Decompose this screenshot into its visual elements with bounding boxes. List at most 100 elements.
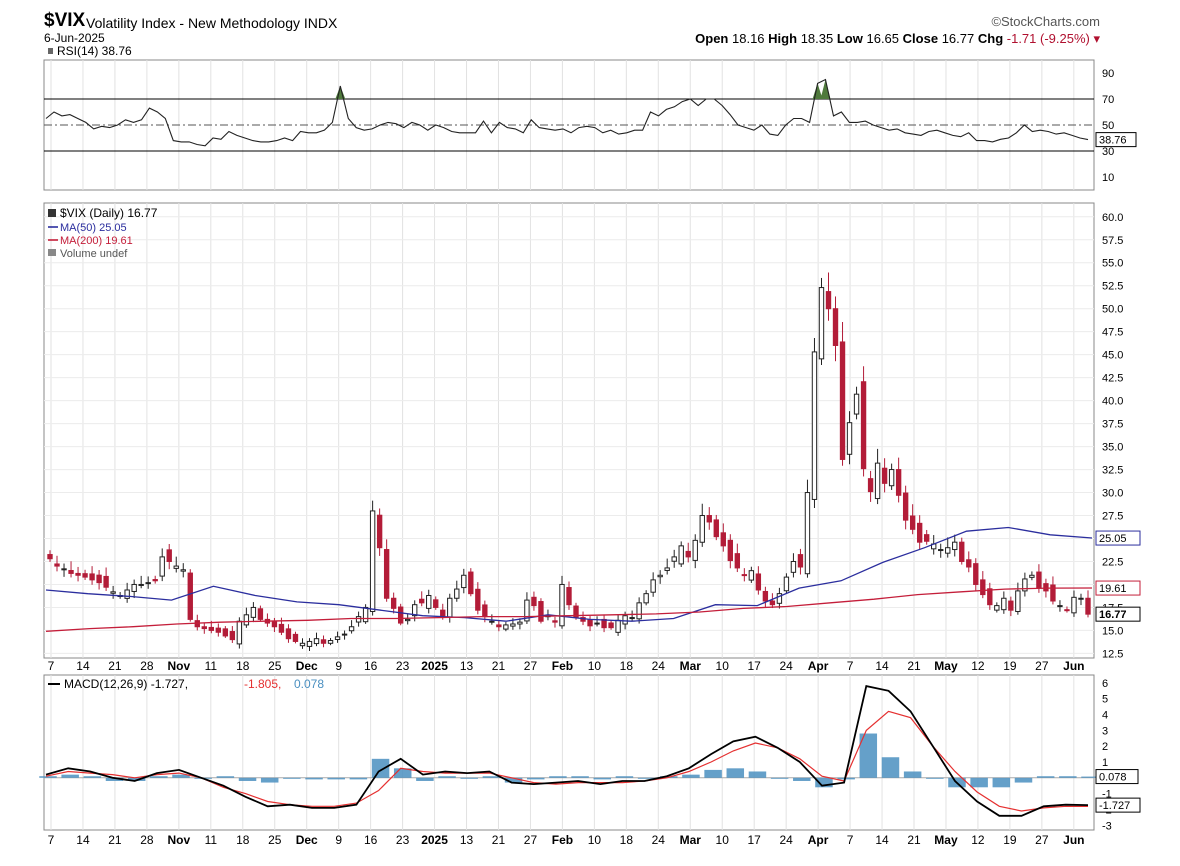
x-tick-label: 7 (48, 833, 55, 847)
price-y-tick: 45.0 (1102, 350, 1123, 362)
macd-histogram-bar (1036, 776, 1055, 778)
price-candle (615, 619, 621, 633)
price-candle (47, 554, 53, 560)
macd-histogram-bar (438, 776, 456, 778)
x-tick-label: 19 (1003, 833, 1017, 847)
macd-histogram-bar (793, 777, 811, 781)
macd-histogram-bar (305, 777, 323, 780)
x-tick-label: Dec (296, 659, 318, 673)
price-candle (131, 583, 137, 592)
open-value: 18.16 (732, 31, 765, 46)
x-tick-label: 13 (460, 833, 474, 847)
price-candle (643, 593, 649, 604)
price-candle (341, 633, 348, 636)
price-candle (201, 626, 207, 630)
rsi-last-box (1095, 132, 1137, 148)
price-candle (1064, 609, 1070, 612)
macd-last-box (1095, 797, 1141, 813)
price-candle (909, 515, 916, 530)
ma50-last-label-box (1095, 530, 1141, 546)
macd-y-tick: -1 (1102, 789, 1112, 801)
price-candle (636, 602, 642, 620)
price-candle (89, 573, 95, 581)
price-legend: $VIX (Daily) 16.77 (60, 206, 158, 220)
price-candle (369, 510, 376, 612)
x-tick-label: Jun (1063, 833, 1084, 847)
price-candle (475, 588, 481, 611)
macd-histogram-bar (105, 777, 124, 781)
x-tick-label: 10 (588, 659, 602, 673)
price-candle (860, 381, 867, 470)
macd-histogram-bar (260, 777, 279, 783)
x-tick-label: 2025 (421, 833, 448, 847)
price-candle (945, 547, 951, 554)
x-tick-label: 17 (748, 659, 762, 673)
price-candle (397, 606, 404, 624)
price-candle (895, 469, 902, 496)
x-tick-label: 27 (1035, 833, 1049, 847)
price-candle (846, 422, 853, 455)
x-tick-label: May (934, 659, 958, 673)
macd-signal-line (45, 710, 1089, 812)
macd-histogram-bar (992, 777, 1011, 788)
macd-y-tick: 1 (1102, 757, 1108, 769)
price-candle (1057, 605, 1063, 608)
price-candle (1050, 584, 1056, 602)
price-candle (96, 574, 102, 584)
x-tick-label: 18 (236, 659, 250, 673)
macd-histogram-bar (61, 774, 79, 778)
price-candle (867, 478, 874, 493)
x-tick-label: 21 (108, 833, 122, 847)
price-candle (229, 631, 236, 641)
rsi-line (45, 78, 1089, 147)
macd-histogram-bar (83, 776, 102, 778)
price-candle (594, 622, 600, 625)
x-tick-label: 18 (236, 833, 250, 847)
macd-histogram-bar (926, 777, 944, 779)
macd-histogram-bar (482, 776, 501, 778)
price-candle (306, 640, 313, 647)
price-candle (468, 571, 474, 595)
macd-histogram-bar (704, 769, 722, 778)
price-candle (1029, 574, 1035, 578)
price-candle (180, 569, 186, 572)
price-candle (657, 574, 663, 578)
macd-histogram-bar (526, 777, 545, 780)
price-candle (776, 593, 783, 604)
price-y-tick: 52.5 (1102, 281, 1123, 293)
ma50-last-label: 25.05 (1099, 533, 1127, 545)
macd-y-tick: 3 (1102, 725, 1108, 737)
x-tick-label: Jun (1063, 659, 1084, 673)
x-tick-label: 9 (335, 659, 342, 673)
price-candle (517, 621, 523, 625)
x-tick-label: Apr (808, 833, 829, 847)
price-candle (362, 606, 369, 623)
macd-y-tick: 6 (1102, 678, 1108, 690)
macd-histogram-bar (349, 777, 368, 780)
price-candle (692, 539, 698, 561)
x-tick-label: 27 (524, 659, 538, 673)
price-candle (1085, 597, 1091, 615)
price-y-tick: 50.0 (1102, 304, 1123, 316)
close-label: Close (902, 31, 939, 46)
x-tick-label: 13 (460, 659, 474, 673)
price-candle (769, 600, 776, 606)
rsi-y-tick: 10 (1102, 172, 1114, 184)
price-y-tick: 60.0 (1102, 212, 1123, 224)
macd-histogram-bar (615, 776, 634, 778)
macd-histogram-bar (637, 777, 656, 779)
x-tick-label: 7 (847, 659, 854, 673)
x-tick-label: 23 (396, 659, 410, 673)
price-candle (587, 619, 593, 627)
price-y-tick: 37.5 (1102, 419, 1123, 431)
x-tick-label: 10 (716, 659, 730, 673)
macd-histogram-bar (371, 758, 390, 778)
x-tick-label: 9 (335, 833, 342, 847)
price-candle (678, 545, 684, 565)
x-tick-label: 12 (971, 833, 985, 847)
price-candle (82, 573, 88, 578)
low-label: Low (836, 31, 863, 46)
x-tick-label: 10 (716, 833, 730, 847)
macd-histogram-bar (859, 733, 878, 778)
chart-date: 6-Jun-2025 (44, 31, 105, 45)
